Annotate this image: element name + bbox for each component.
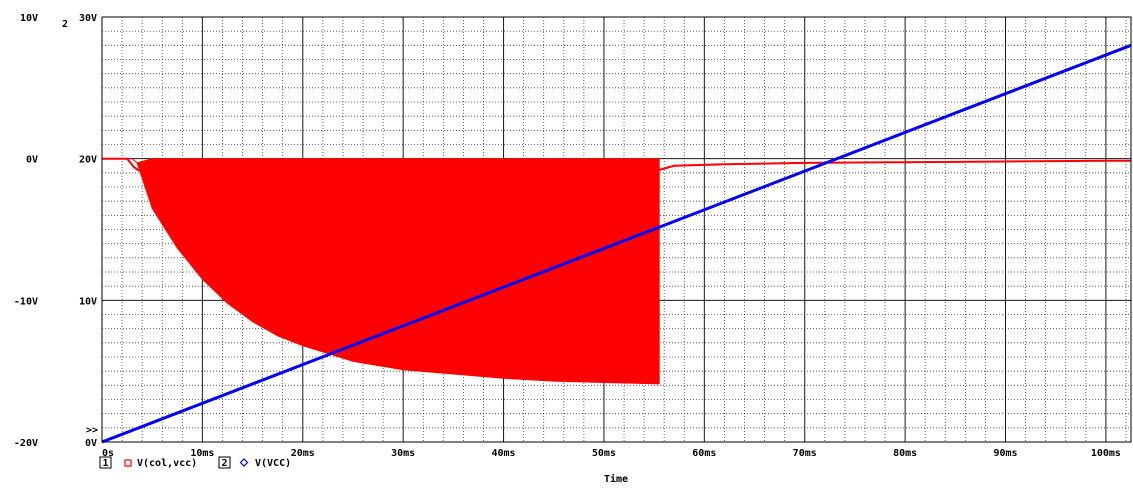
legend-entry-2-index-number: 2 xyxy=(221,458,227,469)
y2-tick-label: 0V xyxy=(85,438,97,449)
x-tick-label: 30ms xyxy=(391,448,415,459)
legend-red-square-icon xyxy=(124,459,132,467)
x-tick-label: 10ms xyxy=(190,448,214,459)
y1-tick-label: -20V xyxy=(14,438,38,449)
legend-entry-1-index-number: 1 xyxy=(102,458,108,469)
plot-frame xyxy=(101,16,1132,443)
y2-tick-label: 20V xyxy=(79,155,97,166)
y1-tick-label: 10V xyxy=(20,13,38,24)
legend[interactable]: 1 V(col,vcc) 2 V(VCC) xyxy=(99,456,291,469)
legend-blue-diamond-icon xyxy=(239,458,249,467)
y-axis-2-marker: 2 xyxy=(62,19,68,30)
series-layer xyxy=(101,43,1132,444)
x-tick-label: 40ms xyxy=(492,448,516,459)
y1-tick-label: 0V xyxy=(26,155,38,166)
x-tick-label: 20ms xyxy=(291,448,315,459)
x-tick-label: 70ms xyxy=(793,448,817,459)
legend-entry-2-index-box xyxy=(218,456,231,469)
x-tick-label: 100ms xyxy=(1091,448,1121,459)
legend-entry-2-label: V(VCC) xyxy=(255,458,291,469)
series-v-col-vcc-envelope xyxy=(102,158,660,385)
axis-labels: 0s 10ms 20ms 30ms 40ms 50ms 60ms 70ms 80ms 90ms 10… xyxy=(14,13,1121,485)
x-tick-label: 80ms xyxy=(893,448,917,459)
legend-entry-1-index-box xyxy=(99,456,112,469)
legend-entry-1-label: V(col,vcc) xyxy=(137,458,197,469)
selected-axis-marker: >> xyxy=(86,425,98,436)
x-tick-label: 60ms xyxy=(692,448,716,459)
series-v-vcc-line xyxy=(101,43,1132,444)
y1-tick-label: -10V xyxy=(14,296,38,307)
y2-tick-label: 10V xyxy=(79,296,97,307)
x-tick-label: 90ms xyxy=(993,448,1017,459)
series-v-col-vcc-trace xyxy=(102,157,1131,171)
plot-border xyxy=(101,16,1132,443)
x-tick-label: 50ms xyxy=(592,448,616,459)
x-tick-label: 0s xyxy=(102,448,114,459)
x-axis-title: Time xyxy=(604,473,628,485)
y2-tick-label: 30V xyxy=(79,13,97,24)
